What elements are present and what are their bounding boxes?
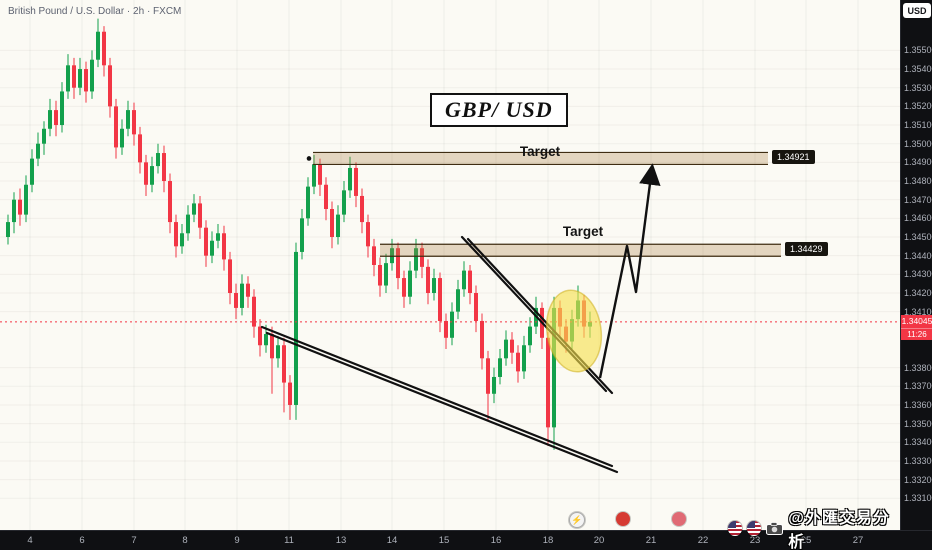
price-axis[interactable]: USD 1.34045 11:26 1.35500 1.35400 1.35300 1… bbox=[900, 0, 932, 530]
price-tick-label: 1.33100 bbox=[904, 493, 932, 504]
camera-icon bbox=[766, 521, 784, 535]
date-tick-label: 23 bbox=[749, 535, 761, 546]
price-tick-label: 1.34700 bbox=[904, 194, 932, 205]
price-tick-label: 1.34100 bbox=[904, 306, 932, 317]
date-tick-label: 16 bbox=[490, 535, 502, 546]
price-tick-label: 1.34900 bbox=[904, 157, 932, 168]
date-tick-label: 18 bbox=[542, 535, 554, 546]
date-tick-label: 15 bbox=[438, 535, 450, 546]
date-tick-label: 25 bbox=[800, 535, 812, 546]
watermark-text: @外匯交易分析 bbox=[788, 510, 890, 550]
us-flag-icon-2 bbox=[747, 520, 762, 536]
date-tick-label: 7 bbox=[131, 535, 137, 546]
price-tick-label: 1.33800 bbox=[904, 362, 932, 373]
target-price-tag-upper[interactable]: 1.34921 bbox=[772, 150, 815, 165]
date-tick-label: 4 bbox=[27, 535, 33, 546]
price-tick-label: 1.33200 bbox=[904, 474, 932, 485]
event-badge-red-icon[interactable] bbox=[616, 512, 630, 526]
date-tick-label: 8 bbox=[182, 535, 188, 546]
price-tick-label: 1.34400 bbox=[904, 250, 932, 261]
price-tick-label: 1.35100 bbox=[904, 120, 932, 131]
symbol-title-box: GBP/ USD bbox=[430, 93, 568, 127]
price-tick-label: 1.34300 bbox=[904, 269, 932, 280]
date-tick-label: 13 bbox=[335, 535, 347, 546]
price-tick-label: 1.33400 bbox=[904, 437, 932, 448]
price-tick-label: 1.35400 bbox=[904, 64, 932, 75]
time-axis[interactable]: 4 6 7 8 9 11 13 14 15 16 18 20 21 22 23 25 27 bbox=[0, 530, 932, 550]
price-countdown: 11:26 bbox=[901, 327, 932, 340]
date-tick-label: 27 bbox=[852, 535, 864, 546]
price-tick-label: 1.34500 bbox=[904, 232, 932, 242]
target-label-upper: Target bbox=[519, 144, 561, 159]
date-tick-label: 21 bbox=[645, 535, 657, 546]
current-price-tag: 1.34045 11:26 bbox=[901, 314, 932, 340]
date-tick-label: 11 bbox=[284, 535, 294, 546]
price-chart-canvas[interactable] bbox=[0, 0, 900, 530]
symbol-title: GBP/ USD bbox=[445, 97, 553, 122]
date-tick-label: 22 bbox=[697, 535, 709, 546]
price-tick-label: 1.34200 bbox=[904, 287, 932, 298]
chart-area[interactable]: British Pound / U.S. Dollar · 2h · FXCM … bbox=[0, 0, 900, 550]
currency-button[interactable]: USD bbox=[903, 3, 931, 18]
date-tick-label: 9 bbox=[234, 535, 240, 546]
price-tick-label: 1.34600 bbox=[904, 213, 932, 224]
watermark: @外匯交易分析 bbox=[728, 504, 900, 550]
current-price-value: 1.34045 bbox=[901, 314, 932, 328]
price-tick-label: 1.33500 bbox=[904, 418, 932, 429]
target-price-tag-lower[interactable]: 1.34429 bbox=[785, 242, 828, 257]
candles bbox=[6, 18, 592, 450]
date-tick-label: 20 bbox=[593, 535, 605, 546]
price-tick-label: 1.35500 bbox=[904, 45, 932, 56]
price-tick-label: 1.35300 bbox=[904, 82, 932, 93]
date-tick-label: 14 bbox=[386, 535, 398, 546]
price-tick-label: 1.35200 bbox=[904, 101, 932, 112]
target-zones[interactable] bbox=[313, 151, 781, 257]
event-badge-pink-icon[interactable] bbox=[672, 512, 686, 526]
date-tick-label: 6 bbox=[79, 535, 85, 546]
grid-lines bbox=[0, 0, 900, 530]
zone-anchor-dot bbox=[306, 156, 312, 161]
highlight-ellipse[interactable] bbox=[542, 287, 607, 376]
price-tick-label: 1.33300 bbox=[904, 455, 932, 466]
price-tick-label: 1.35000 bbox=[904, 138, 932, 149]
target-label-lower: Target bbox=[562, 224, 604, 239]
projection-arrow[interactable] bbox=[598, 163, 661, 379]
price-tick-label: 1.33600 bbox=[904, 399, 932, 410]
price-tick-label: 1.34800 bbox=[904, 176, 932, 187]
lightning-icon[interactable]: ⚡ bbox=[569, 512, 585, 528]
us-flag-icon bbox=[728, 520, 743, 536]
price-tick-label: 1.33700 bbox=[904, 381, 932, 392]
symbol-legend[interactable]: British Pound / U.S. Dollar · 2h · FXCM bbox=[8, 6, 182, 17]
